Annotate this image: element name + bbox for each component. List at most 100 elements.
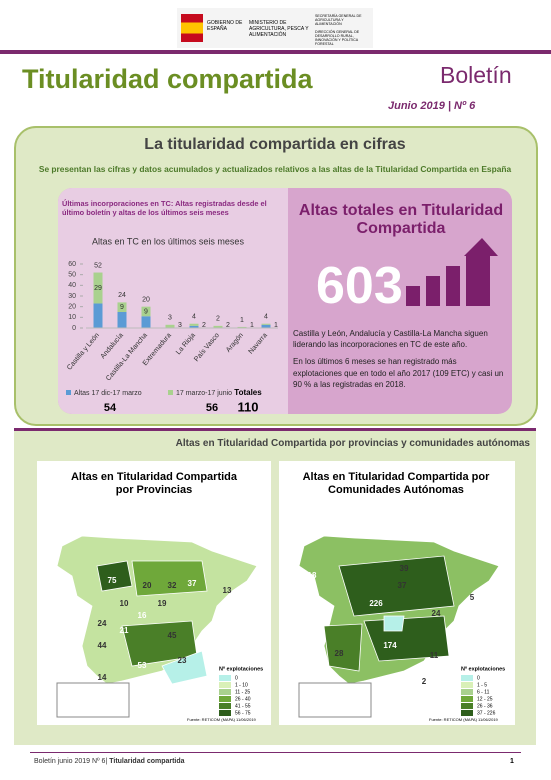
map-value: 37 [398, 581, 407, 590]
total-label: 52 [94, 262, 102, 269]
map-value: 45 [168, 631, 177, 640]
region [338, 555, 455, 617]
total-label: 20 [142, 297, 150, 304]
paragraph: Castilla y León, Andalucía y Castilla-La… [293, 329, 488, 350]
growth-icon [406, 238, 498, 306]
title: Titularidad compartida [22, 64, 313, 94]
map-value: 5 [470, 593, 475, 602]
y-tick-label: 50 [68, 272, 76, 279]
footer-title: Titularidad compartida [109, 758, 185, 765]
section-rule [14, 428, 536, 431]
legend-swatch [461, 689, 473, 695]
region [96, 560, 133, 592]
region [383, 615, 405, 632]
x-tick-label: Aragón [225, 332, 245, 354]
legend-label: 17 marzo-17 junio [176, 390, 232, 397]
y-tick-label: 0 [72, 325, 76, 332]
legend-swatch [461, 710, 473, 716]
x-tick-label: Castilla y León [66, 332, 101, 372]
logo-text: GOBIERNO DE ESPAÑA [207, 20, 243, 32]
value-label: 1 [274, 322, 278, 329]
total-label: 4 [264, 314, 268, 321]
legend-label: 26 - 40 [235, 696, 251, 702]
bar [213, 325, 223, 328]
map-source: Fuente: RETICOM (MAPA) 11/06/2019 [429, 717, 499, 722]
legend-label: 0 [477, 675, 480, 681]
map-shapes: 75 20 32 37 19 10 16 13 24 21 44 45 53 23 14 6 [56, 535, 258, 705]
page-number: 1 [510, 758, 514, 765]
legend-swatch [66, 390, 71, 395]
map-value: 174 [383, 641, 397, 650]
bar [117, 312, 127, 328]
legend-label: 0 [235, 675, 238, 681]
legend-label: 41 - 55 [235, 703, 251, 709]
bar [261, 324, 271, 328]
series-total: 56 [206, 402, 218, 414]
chart: Altas en TC en los últimos seis meses 0 10… [66, 236, 278, 414]
legend-title: Nº explotaciones [219, 666, 263, 672]
bar [141, 316, 151, 328]
total-label: 3 [168, 315, 172, 322]
map-shapes: 18 39 37 226 24 5 174 28 11 6 2 [298, 535, 500, 695]
legend-swatch [219, 675, 231, 681]
bar [261, 323, 271, 325]
region [323, 623, 363, 672]
logo-text: SECRETARÍA GENERAL DE AGRICULTURA Y ALIM… [315, 14, 362, 26]
map-value: 44 [98, 641, 107, 650]
x-tick-label: Navarra [248, 332, 269, 356]
map-value: 20 [143, 581, 152, 590]
total-label: 4 [192, 314, 196, 321]
map-value: 24 [98, 619, 107, 628]
legend-label: 1 - 10 [235, 682, 248, 688]
bar [189, 323, 199, 326]
legend-label: Altas 17 dic-17 marzo [74, 390, 142, 397]
map-value: 28 [335, 649, 344, 658]
legend-swatch [461, 696, 473, 702]
footer-rule [30, 752, 521, 753]
section-heading: Altas en Titularidad Compartida por prov… [175, 438, 530, 449]
issue: Junio 2019 | Nº 6 [388, 100, 476, 112]
bulletin: Boletín [440, 62, 512, 88]
map-value: 21 [120, 626, 129, 635]
legend-swatch [219, 689, 231, 695]
x-tick-label: País Vasco [193, 332, 221, 363]
value-label: 2 [202, 322, 206, 329]
legend-swatch [461, 675, 473, 681]
bar [117, 302, 127, 312]
legend-swatch [168, 390, 173, 395]
highlight-text: Castilla y León, Andalucía y Castilla-La… [293, 328, 505, 390]
series-total: 54 [104, 402, 117, 414]
x-tick-label: Andalucía [100, 332, 125, 360]
value-label: 1 [250, 322, 254, 329]
legend-swatch [219, 696, 231, 702]
section-heading: La titularidad compartida en cifras [144, 136, 406, 153]
x-tick-label: Castilla-La Mancha [105, 332, 149, 382]
map-source: Fuente: RETICOM (MAPA) 11/06/2019 [187, 717, 257, 722]
legend-label: 11 - 25 [235, 689, 250, 695]
bar [93, 303, 103, 328]
map-value: 10 [120, 599, 129, 608]
total-label: 1 [240, 317, 244, 324]
header-rule [0, 50, 551, 54]
map-value: 6 [110, 696, 115, 705]
region [131, 560, 208, 597]
map-title: Altas en Titularidad Compartida por Comun… [303, 471, 491, 496]
legend-label: 26 - 36 [477, 703, 493, 709]
region [161, 650, 208, 685]
y-tick-label: 40 [68, 282, 76, 289]
legend-label: 12 - 25 [477, 696, 493, 702]
map-value: 24 [432, 609, 441, 618]
map-value: 11 [430, 651, 439, 660]
map: Altas en Titularidad Compartida por Provi… [37, 461, 271, 725]
legend-label: 6 - 11 [477, 689, 490, 695]
map-value: 226 [369, 599, 383, 608]
bar [237, 326, 247, 328]
map-title: Altas en Titularidad Compartida por Provi… [71, 471, 238, 496]
logo-text: MINISTERIO DE AGRICULTURA, PESCA Y ALIME… [249, 20, 309, 38]
total-label: 2 [216, 316, 220, 323]
legend-swatch [461, 682, 473, 688]
legend-label: 1 - 5 [477, 682, 487, 688]
map-value: 19 [158, 599, 167, 608]
value-label: 9 [120, 304, 124, 311]
